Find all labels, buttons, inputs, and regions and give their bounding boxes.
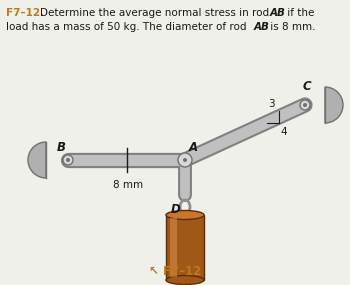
Circle shape [63, 155, 73, 165]
Circle shape [183, 158, 187, 162]
Text: 3: 3 [268, 99, 275, 109]
Text: load has a mass of 50 kg. The diameter of rod: load has a mass of 50 kg. The diameter o… [6, 22, 250, 32]
Bar [170, 218, 177, 277]
Text: is 8 mm.: is 8 mm. [267, 22, 315, 32]
Wedge shape [325, 87, 343, 123]
Text: 8 mm: 8 mm [113, 180, 144, 190]
Text: C: C [303, 80, 312, 93]
Text: ↖ F7–12: ↖ F7–12 [149, 265, 201, 278]
Wedge shape [28, 142, 46, 178]
Text: if the: if the [284, 8, 314, 18]
Text: AB: AB [254, 22, 270, 32]
Text: Determine the average normal stress in rod: Determine the average normal stress in r… [40, 8, 272, 18]
Circle shape [66, 158, 70, 162]
Circle shape [178, 153, 192, 167]
Text: D: D [171, 203, 181, 216]
Circle shape [300, 100, 310, 110]
Text: A: A [189, 141, 198, 154]
Text: B: B [57, 141, 66, 154]
Text: AB: AB [270, 8, 286, 18]
Ellipse shape [166, 276, 204, 284]
Bar [166, 215, 204, 280]
Ellipse shape [166, 211, 204, 219]
Circle shape [303, 103, 307, 107]
Text: F7–12.: F7–12. [6, 8, 44, 18]
Text: 4: 4 [281, 127, 287, 137]
